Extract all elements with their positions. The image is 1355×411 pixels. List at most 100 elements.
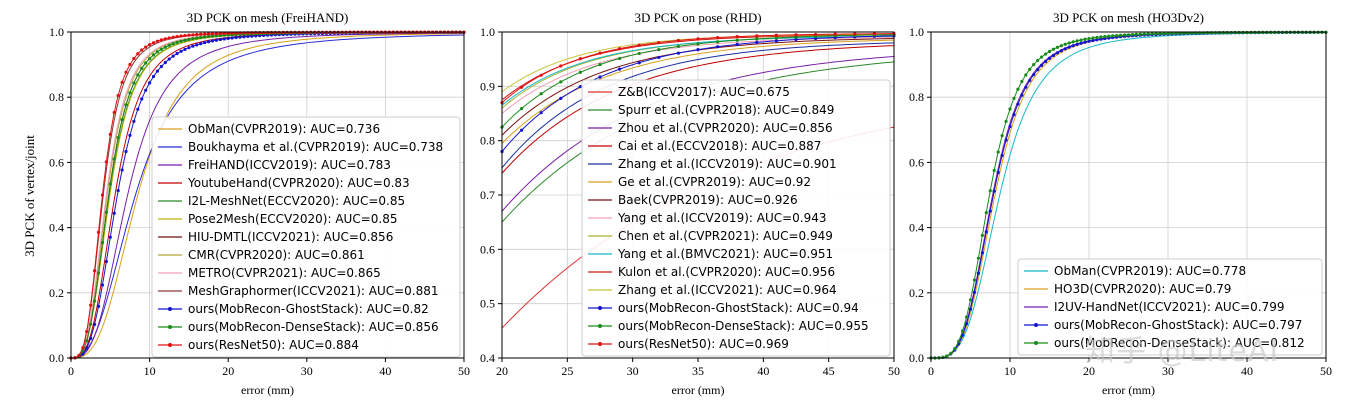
- series-point: [1107, 34, 1111, 38]
- legend-entry: Chen et al.(CVPR2021): AUC=0.949: [618, 229, 833, 243]
- legend-marker: [1034, 323, 1038, 327]
- legend-entry: I2L-MeshNet(ECCV2020): AUC=0.85: [188, 194, 405, 208]
- series-point: [85, 339, 89, 343]
- series-point: [676, 44, 681, 49]
- series-point: [1083, 37, 1087, 41]
- series-point: [136, 52, 140, 56]
- series-point: [136, 73, 140, 77]
- series-point: [984, 230, 988, 234]
- series-point: [187, 37, 191, 42]
- x-tick-label: 50: [458, 364, 470, 378]
- series-point: [968, 307, 973, 311]
- x-tick-label: 0: [928, 364, 934, 378]
- series-point: [144, 61, 148, 65]
- legend-entry: Baek(CVPR2019): AUC=0.926: [618, 193, 798, 207]
- series-point: [578, 70, 583, 74]
- x-tick-label: 20: [496, 364, 508, 378]
- series-point: [89, 322, 93, 326]
- series-point: [112, 211, 116, 215]
- series-point: [104, 160, 108, 164]
- series-point: [1071, 40, 1075, 44]
- series-point: [794, 33, 798, 37]
- series-point: [191, 37, 195, 41]
- series-point: [120, 80, 124, 84]
- y-tick-label: 0.8: [480, 134, 495, 148]
- series-point: [1063, 42, 1067, 46]
- series-point: [96, 230, 101, 235]
- series-point: [1138, 32, 1142, 36]
- series-point: [872, 32, 877, 36]
- series-point: [171, 54, 175, 58]
- series-point: [637, 43, 641, 47]
- series-point: [222, 37, 226, 41]
- series-point: [794, 37, 798, 42]
- series-point: [132, 81, 136, 85]
- series-point: [696, 42, 700, 46]
- series-point: [716, 40, 720, 44]
- x-tick-label: 30: [1162, 364, 1174, 378]
- series-point: [976, 271, 981, 275]
- series-point: [1036, 58, 1040, 63]
- series-point: [108, 132, 112, 136]
- series-point: [676, 51, 681, 55]
- series-point: [1079, 38, 1083, 42]
- series-point: [520, 85, 524, 89]
- legend-entry: HO3D(CVPR2020): AUC=0.79: [1054, 282, 1231, 296]
- series-point: [1024, 73, 1028, 77]
- series-point: [92, 299, 97, 303]
- series-point: [964, 315, 969, 319]
- series-point: [167, 36, 171, 40]
- series-point: [992, 168, 996, 173]
- series-point: [1047, 56, 1052, 60]
- series-point: [92, 269, 97, 273]
- series-point: [199, 42, 203, 46]
- series-point: [774, 39, 779, 43]
- y-tick-label: 1.0: [49, 25, 64, 39]
- legend-marker: [598, 342, 602, 346]
- series-point: [1119, 33, 1123, 37]
- legend-entry: ObMan(CVPR2019): AUC=0.736: [188, 122, 380, 136]
- shared-y-axis-label: 3D PCK of vertex/joint: [22, 135, 37, 257]
- series-point: [676, 38, 681, 43]
- y-tick-label: 0.5: [480, 297, 495, 311]
- series-point: [195, 43, 199, 47]
- series-point: [980, 233, 984, 237]
- series-point: [246, 34, 250, 39]
- series-point: [128, 91, 132, 95]
- series-point: [124, 103, 128, 107]
- series-point: [984, 210, 988, 215]
- series-point: [112, 110, 116, 115]
- series-point: [988, 209, 992, 213]
- series-point: [195, 32, 199, 37]
- series-point: [964, 322, 969, 326]
- series-point: [539, 73, 543, 77]
- series-point: [1000, 153, 1004, 158]
- series-point: [116, 135, 120, 140]
- x-axis-label: error (mm): [241, 383, 294, 397]
- legend-entry: MeshGraphormer(ICCV2021): AUC=0.881: [188, 284, 439, 298]
- series-point: [187, 46, 191, 50]
- series-point: [735, 38, 739, 42]
- series-point: [261, 30, 266, 35]
- series-point: [171, 35, 175, 39]
- series-point: [81, 346, 85, 350]
- series-point: [203, 32, 207, 36]
- series-point: [1020, 93, 1024, 97]
- series-point: [120, 168, 124, 172]
- x-tick-label: 20: [222, 364, 234, 378]
- series-point: [1225, 30, 1229, 35]
- series-point: [1103, 34, 1107, 39]
- series-point: [175, 40, 179, 45]
- series-point: [89, 303, 93, 307]
- legend-entry: ours(MobRecon-GhostStack): AUC=0.94: [618, 301, 859, 315]
- y-tick-label: 0.6: [909, 155, 924, 169]
- chart-title: 3D PCK on mesh (HO3Dv2): [1053, 10, 1204, 25]
- series-point: [1158, 31, 1162, 36]
- plot-frame: [70, 31, 465, 359]
- series-point: [234, 35, 238, 40]
- series-point: [559, 64, 563, 68]
- series-line-5: [502, 42, 894, 169]
- series-point: [175, 34, 179, 39]
- series-point: [183, 47, 187, 51]
- series-point: [112, 157, 116, 161]
